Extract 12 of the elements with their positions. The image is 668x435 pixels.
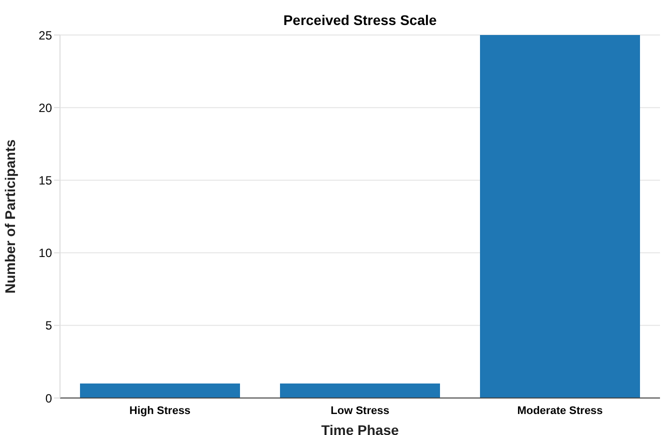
x-axis-title: Time Phase — [321, 422, 399, 435]
x-tick-label: Moderate Stress — [517, 404, 603, 417]
y-tick-label: 20 — [38, 100, 52, 115]
x-tick-label: Low Stress — [330, 404, 390, 417]
y-axis-title: Number of Participants — [2, 139, 18, 294]
chart-title: Perceived Stress Scale — [282, 12, 438, 28]
y-tick-label: 0 — [45, 391, 52, 406]
x-tick-label: High Stress — [129, 404, 191, 417]
y-tick-label: 5 — [45, 318, 52, 333]
y-tick-label: 25 — [38, 28, 52, 42]
y-tick-label: 10 — [38, 246, 52, 260]
y-tick-label: 15 — [38, 173, 52, 188]
